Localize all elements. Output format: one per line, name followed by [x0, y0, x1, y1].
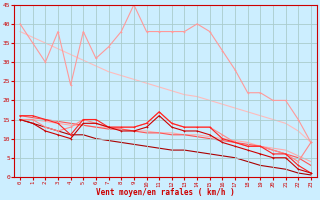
- X-axis label: Vent moyen/en rafales ( km/h ): Vent moyen/en rafales ( km/h ): [96, 188, 235, 197]
